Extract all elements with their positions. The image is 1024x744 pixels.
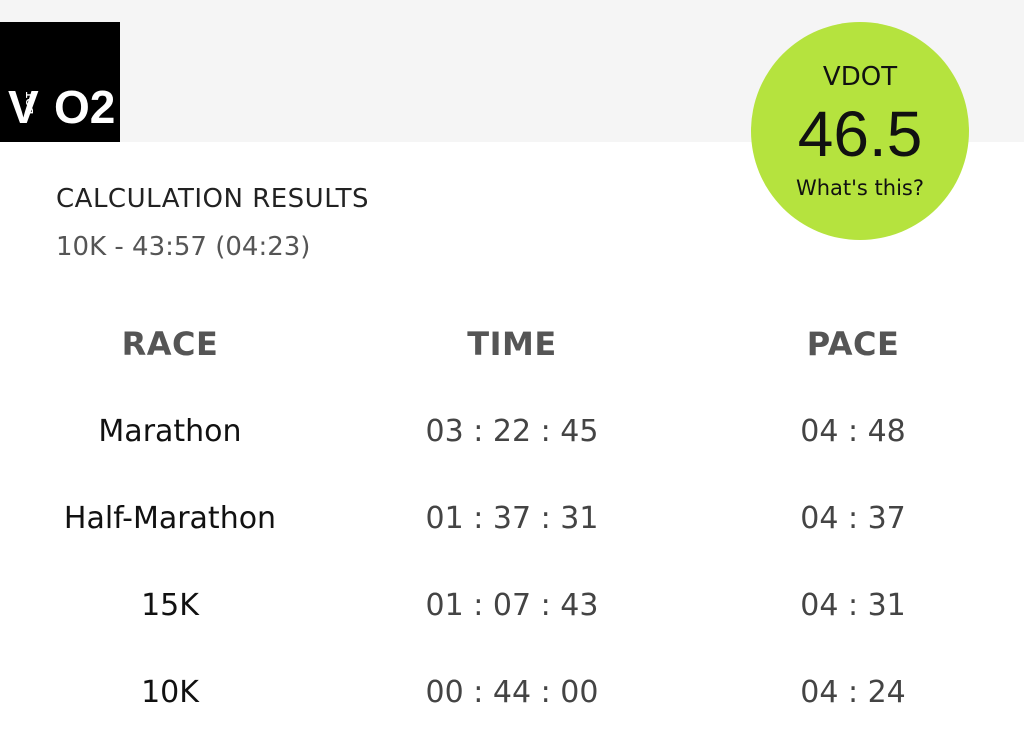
vdot-o2-logo[interactable]: V DOT O2 (0, 22, 120, 142)
header-race: RACE (121, 325, 219, 363)
race-pace: 04 : 24 (800, 675, 906, 710)
race-pace: 04 : 31 (800, 588, 906, 623)
logo-o2: O2 (54, 81, 116, 133)
vdot-badge: VDOT 46.5 What's this? (751, 22, 969, 240)
results-subtitle: 10K - 43:57 (04:23) (56, 232, 311, 262)
race-time: 01 : 07 : 43 (425, 588, 599, 623)
results-title: CALCULATION RESULTS (56, 184, 370, 214)
whats-this-link[interactable]: What's this? (795, 176, 925, 200)
race-name: Marathon (98, 414, 242, 449)
race-name: 10K (141, 675, 199, 710)
race-pace: 04 : 37 (800, 501, 906, 536)
race-time: 00 : 44 : 00 (425, 675, 599, 710)
race-time: 03 : 22 : 45 (425, 414, 599, 449)
race-time: 01 : 37 : 31 (425, 501, 599, 536)
header-pace: PACE (806, 325, 900, 363)
race-name: Half-Marathon (63, 501, 277, 536)
vdot-value: 46.5 (797, 98, 923, 170)
vdot-label: VDOT (822, 62, 898, 92)
logo-v: V (8, 81, 39, 133)
race-pace: 04 : 48 (800, 414, 906, 449)
race-name: 15K (141, 588, 199, 623)
header-time: TIME (467, 325, 557, 363)
logo-dot: DOT (25, 91, 36, 114)
